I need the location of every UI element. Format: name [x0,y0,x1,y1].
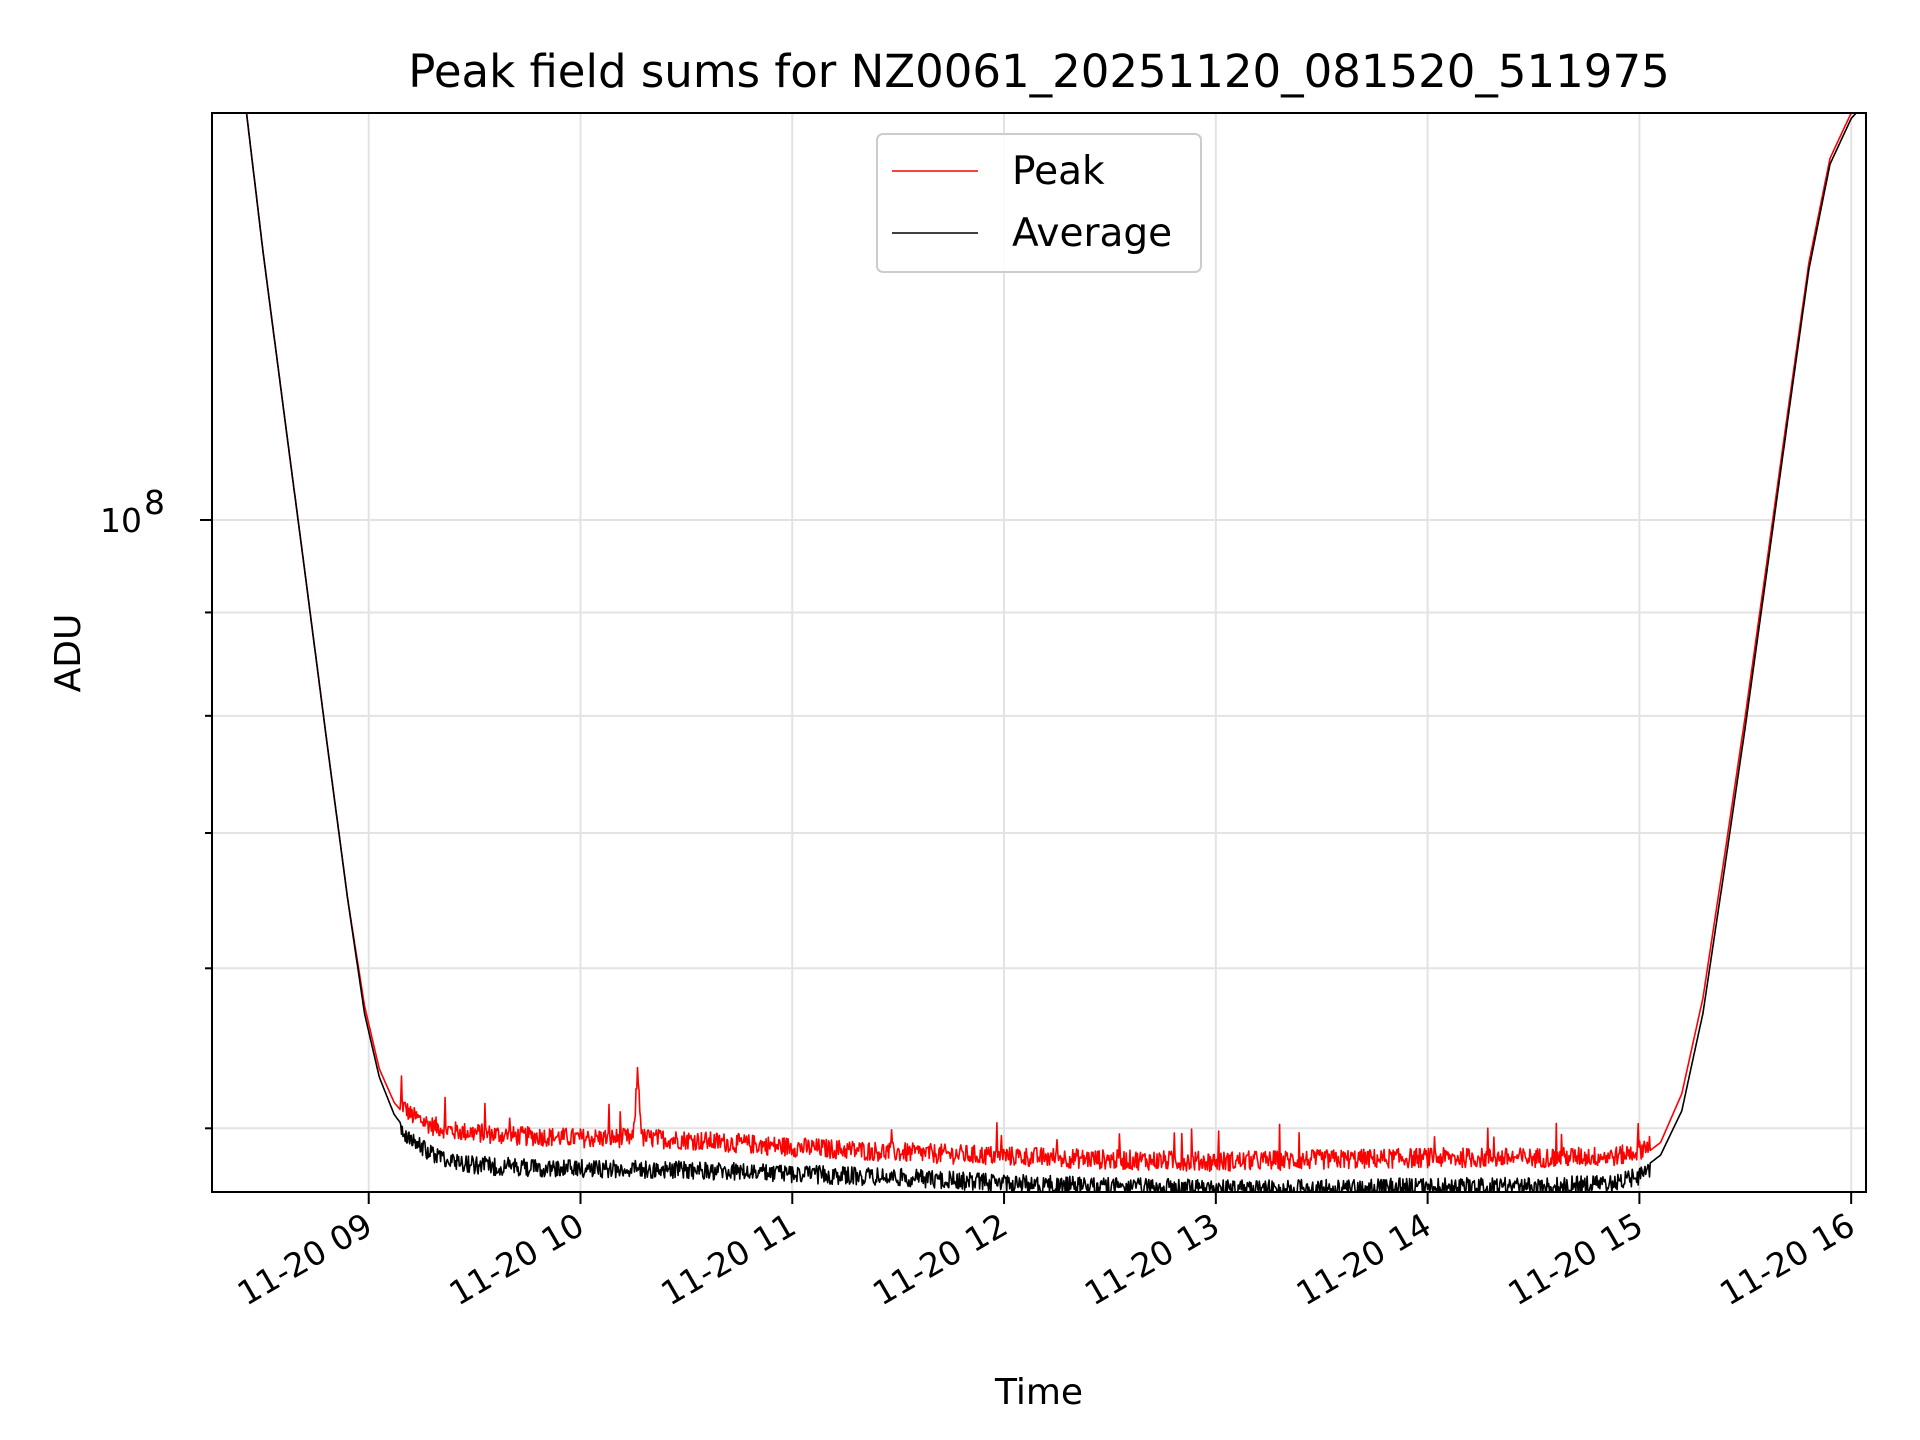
legend-box [876,133,1202,273]
series-layer [245,113,1858,1192]
legend: Peak Average [876,133,1202,273]
legend-label-average: Average [1012,211,1172,256]
y-axis-label: ADU [48,614,89,693]
chart-title: Peak field sums for NZ0061_20251120_0815… [408,45,1669,98]
plot-frame [211,112,1867,1193]
y-tick-label-exponent: 8 [144,483,165,522]
series-line-average [245,113,1858,1192]
series-line-peak [245,113,1853,1173]
y-axis: 10 8 [100,483,212,1130]
y-tick-label: 10 8 [100,483,165,540]
x-axis-label: Time [994,1372,1083,1413]
grid [212,113,1866,1192]
y-tick-label-base: 10 [100,501,142,540]
legend-label-peak: Peak [1012,149,1105,194]
